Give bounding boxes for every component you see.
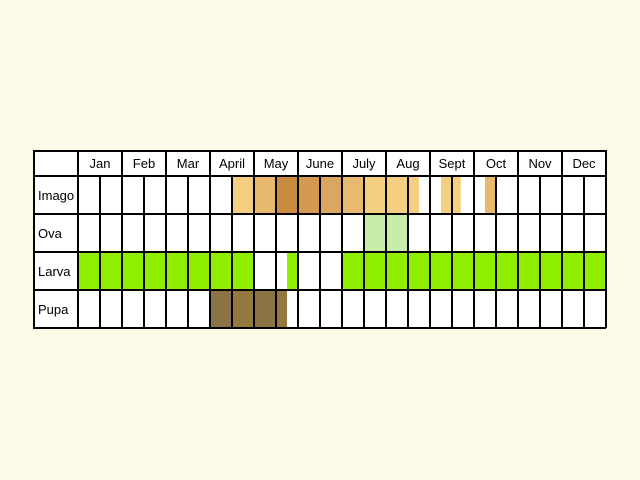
month-label: July — [352, 156, 376, 171]
imago-period-fill — [276, 176, 298, 214]
pupa-period-fill — [210, 290, 232, 328]
month-label: Oct — [486, 156, 507, 171]
imago-period-fill — [232, 176, 254, 214]
month-label: April — [219, 156, 245, 171]
month-header-cell — [473, 150, 519, 177]
pupa-period-fill — [254, 290, 276, 328]
pupa-period-fill — [276, 290, 287, 328]
month-label: May — [264, 156, 289, 171]
imago-period-fill — [320, 176, 342, 214]
larva-period-fill — [287, 252, 298, 290]
larva-label: Larva — [38, 264, 71, 279]
month-label: June — [306, 156, 334, 171]
month-label: Aug — [396, 156, 419, 171]
imago-period-fill — [298, 176, 320, 214]
month-label: Nov — [528, 156, 552, 171]
month-label: Jan — [90, 156, 111, 171]
header-corner-cell — [33, 150, 79, 177]
imago-period-fill — [342, 176, 364, 214]
month-label: Mar — [177, 156, 200, 171]
month-label: Sept — [439, 156, 466, 171]
ova-label: Ova — [38, 226, 63, 241]
imago-period-fill — [408, 176, 419, 214]
imago-period-fill — [364, 176, 386, 214]
month-label: Feb — [133, 156, 155, 171]
imago-period-fill — [485, 176, 496, 214]
pupa-period-fill — [232, 290, 254, 328]
calendar-grid — [77, 175, 607, 329]
pupa-label: Pupa — [38, 302, 69, 317]
imago-period-fill — [254, 176, 276, 214]
stage-label-cell — [33, 289, 79, 329]
month-header-cell — [385, 150, 431, 177]
stage-labels: Imago Ova Larva Pupa — [33, 175, 79, 329]
imago-period-fill — [452, 176, 461, 214]
imago-label: Imago — [38, 188, 74, 203]
month-header-row: Jan Feb Mar April May June July Aug Sept Oct Nov De… — [33, 150, 607, 177]
imago-period-fill — [441, 176, 452, 214]
imago-period-fill — [386, 176, 408, 214]
month-label: Dec — [572, 156, 596, 171]
